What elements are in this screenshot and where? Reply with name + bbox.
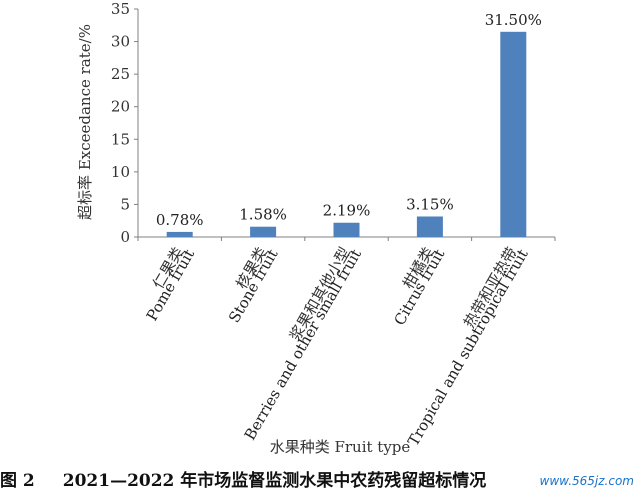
figure-caption-text: 2021—2022 年市场监督监测水果中农药残留超标情况 bbox=[62, 471, 487, 491]
figure-caption: 图 2 2021—2022 年市场监督监测水果中农药残留超标情况 bbox=[0, 466, 640, 496]
data-label: 1.58% bbox=[239, 206, 287, 224]
data-label: 3.15% bbox=[406, 195, 454, 213]
x-axis bbox=[137, 236, 556, 241]
bars bbox=[166, 31, 527, 237]
figure-number: 图 2 bbox=[0, 471, 35, 491]
data-label: 0.78% bbox=[156, 211, 204, 229]
data-labels: 0.78% 1.58% 2.19% 3.15% 31.50% bbox=[156, 11, 542, 229]
y-axis-title: 超标率 Exceedance rate/% bbox=[76, 24, 94, 220]
y-tick-label: 25 bbox=[111, 65, 130, 83]
y-tick-label: 20 bbox=[111, 98, 130, 116]
bar bbox=[166, 231, 193, 237]
y-tick-label: 35 bbox=[111, 0, 130, 18]
x-axis-title: 水果种类 Fruit type bbox=[270, 438, 411, 456]
y-tick-label: 10 bbox=[111, 163, 130, 181]
chart: 0 5 10 15 20 25 30 35 0.78% 1.58% 2.19% 3.15% 31.50… bbox=[76, 0, 556, 456]
y-tick-label: 0 bbox=[120, 228, 130, 246]
data-label: 2.19% bbox=[323, 202, 371, 220]
y-axis: 0 5 10 15 20 25 30 35 bbox=[111, 0, 139, 246]
watermark: www.565jz.com bbox=[539, 474, 634, 488]
bar bbox=[416, 216, 443, 237]
y-tick-label: 30 bbox=[111, 33, 130, 51]
bar bbox=[333, 222, 360, 237]
data-label: 31.50% bbox=[485, 11, 542, 29]
y-tick-label: 15 bbox=[111, 130, 130, 148]
bar bbox=[500, 31, 527, 237]
y-tick-label: 5 bbox=[120, 195, 130, 213]
bar bbox=[250, 226, 277, 237]
